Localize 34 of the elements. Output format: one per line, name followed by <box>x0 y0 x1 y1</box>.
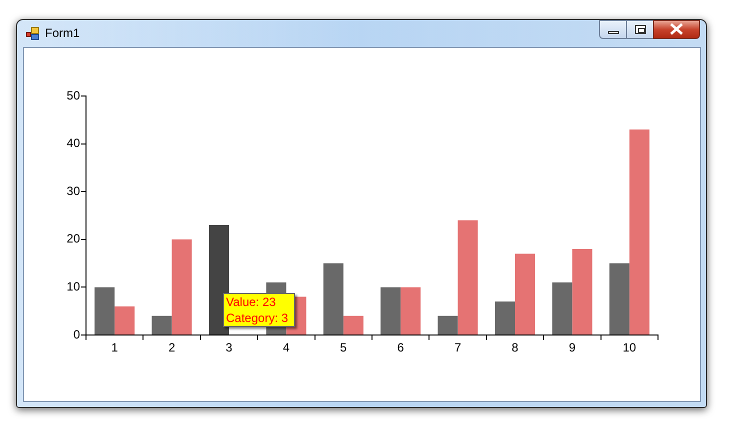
bar <box>515 254 536 334</box>
bar <box>438 316 458 334</box>
x-tick-label: 10 <box>622 340 636 355</box>
bar <box>609 263 630 334</box>
bar <box>494 302 515 334</box>
x-tick-label: 7 <box>454 340 462 355</box>
bar <box>629 129 650 334</box>
bar <box>572 248 592 334</box>
x-tick-label: 5 <box>340 340 348 355</box>
x-tick-label: 8 <box>512 340 519 355</box>
chart-title: Form1 <box>45 26 80 41</box>
bar <box>172 239 192 334</box>
bar <box>400 287 421 334</box>
bar <box>152 316 172 334</box>
y-tick-label: 50 <box>66 88 80 102</box>
x-tick-label: 1 <box>111 340 118 355</box>
x-tick-label: 6 <box>397 340 404 355</box>
x-tick-label: 3 <box>226 340 233 355</box>
bar <box>343 316 364 334</box>
x-tick-label: 4 <box>282 340 290 355</box>
bar <box>323 263 344 334</box>
bar <box>94 287 115 334</box>
y-tick-label: 40 <box>66 136 80 150</box>
bar <box>552 282 572 334</box>
x-tick-label: 2 <box>168 340 176 355</box>
bar <box>114 306 135 334</box>
bar <box>380 287 401 334</box>
y-tick-label: 20 <box>66 232 80 246</box>
y-tick-label: 30 <box>66 184 80 198</box>
y-tick-label: 0 <box>73 327 80 342</box>
annotation: Value: 23 Category: 3 <box>223 293 295 327</box>
bar <box>458 220 478 334</box>
y-tick-label: 10 <box>66 280 80 294</box>
x-tick-label: 9 <box>568 340 576 355</box>
